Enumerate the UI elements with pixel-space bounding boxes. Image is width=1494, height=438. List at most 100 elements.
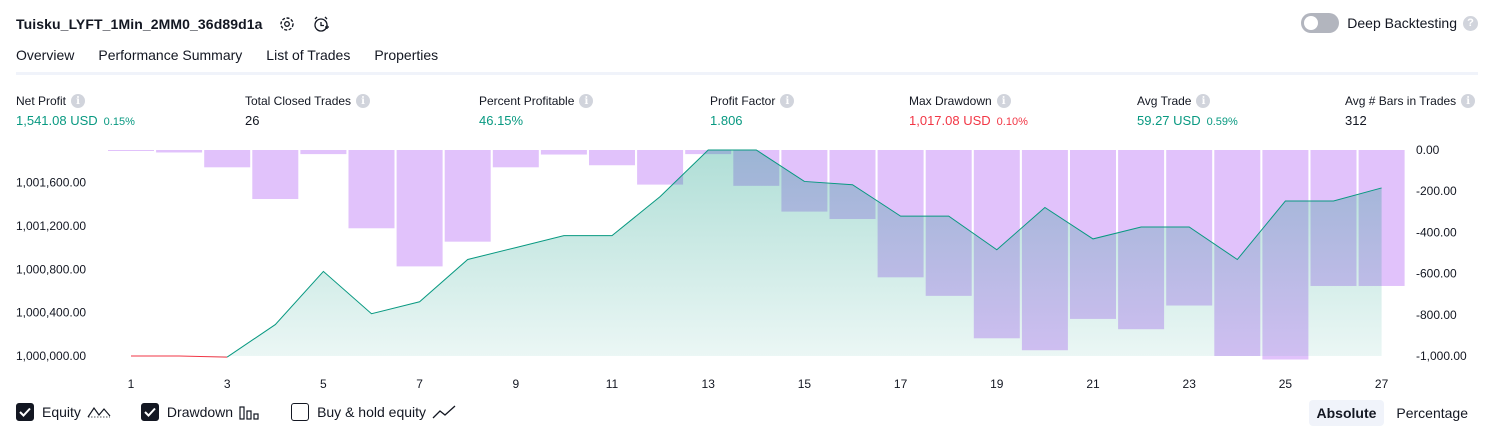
x-axis-tick: 19 xyxy=(990,377,1004,391)
right-axis-tick: -200.00 xyxy=(1416,184,1457,198)
metric-label: Net Profit xyxy=(16,94,67,108)
left-axis-tick: 1,000,800.00 xyxy=(16,262,86,276)
mode-switch: Absolute Percentage xyxy=(1305,400,1477,426)
left-axis-tick: 1,000,000.00 xyxy=(16,349,86,363)
legend-drawdown[interactable]: Drawdown xyxy=(140,403,261,421)
metric-label: Avg Trade xyxy=(1137,94,1192,108)
legend-label: Buy & hold equity xyxy=(317,404,427,420)
equity-series xyxy=(131,149,1382,358)
tab-label: List of Trades xyxy=(266,47,351,63)
metric-label: Avg # Bars in Trades xyxy=(1345,94,1457,108)
metric-label: Profit Factor xyxy=(710,94,776,108)
left-axis-tick: 1,000,400.00 xyxy=(16,306,86,320)
legend-buy-hold[interactable]: Buy & hold equity xyxy=(291,403,456,421)
toggle-knob xyxy=(1304,16,1319,30)
right-axis-tick: 0.00 xyxy=(1416,143,1440,157)
tab-list-of-trades[interactable]: List of Trades xyxy=(266,47,350,75)
metric-value: 46.15% xyxy=(479,113,524,128)
metric-value: 1,541.08 USD xyxy=(16,113,98,128)
equity-checkbox[interactable] xyxy=(16,403,34,421)
info-icon[interactable]: i xyxy=(1461,94,1476,108)
buy-hold-line-icon xyxy=(432,404,456,420)
drawdown-bar xyxy=(156,150,203,153)
deep-backtesting-toggle[interactable] xyxy=(1301,13,1340,33)
drawdown-bar xyxy=(252,150,299,200)
drawdown-checkbox[interactable] xyxy=(140,403,159,421)
absolute-button[interactable]: Absolute xyxy=(1308,400,1385,426)
right-axis-tick: -1,000.00 xyxy=(1416,349,1467,363)
alert-clock-icon[interactable] xyxy=(311,14,331,34)
equity-line-icon xyxy=(87,405,111,419)
metric-profit-factor: Profit Factor i 1.806 xyxy=(710,94,795,128)
info-icon[interactable]: i xyxy=(71,94,86,108)
metric-label: Max Drawdown xyxy=(909,94,992,108)
metric-avg-bars-in-trades: Avg # Bars in Trades i 312 xyxy=(1345,94,1476,128)
x-axis-tick: 21 xyxy=(1086,377,1100,391)
drawdown-bars-icon xyxy=(239,404,261,420)
tab-label: Performance Summary xyxy=(98,47,243,63)
right-axis-tick: -800.00 xyxy=(1416,308,1457,322)
metric-label: Percent Profitable xyxy=(479,94,575,108)
x-axis-tick: 7 xyxy=(416,377,423,391)
x-axis-tick: 27 xyxy=(1375,377,1389,391)
drawdown-bar xyxy=(444,150,491,242)
metric-value: 1.806 xyxy=(710,113,743,128)
tab-properties[interactable]: Properties xyxy=(374,47,438,75)
x-axis-tick: 5 xyxy=(320,377,327,391)
strategy-header: Tuisku_LYFT_1Min_2MM0_36d89d1a xyxy=(16,12,331,36)
right-axis: 0.00 -200.00 -400.00 -600.00 -800.00 -1,000.0… xyxy=(1416,143,1467,363)
metric-value: 312 xyxy=(1345,113,1367,128)
x-axis-tick: 25 xyxy=(1279,377,1293,391)
drawdown-bar xyxy=(396,150,443,267)
help-icon[interactable]: ? xyxy=(1463,15,1478,31)
metric-percent: 0.59% xyxy=(1206,116,1238,128)
strategy-title: Tuisku_LYFT_1Min_2MM0_36d89d1a xyxy=(16,16,263,32)
legend-label: Equity xyxy=(42,404,81,420)
tabs-divider xyxy=(16,72,1478,75)
x-axis-tick: 3 xyxy=(224,377,231,391)
info-icon[interactable]: i xyxy=(1196,94,1211,108)
x-axis-tick: 11 xyxy=(606,377,619,391)
metric-max-drawdown: Max Drawdown i 1,017.08 USD 0.10% xyxy=(909,94,1028,128)
metric-percent: 0.15% xyxy=(103,116,135,128)
buy-hold-checkbox[interactable] xyxy=(291,403,310,421)
legend-label: Drawdown xyxy=(166,404,234,420)
right-axis-tick: -400.00 xyxy=(1416,225,1457,239)
x-axis-tick: 13 xyxy=(702,377,716,391)
equity-line xyxy=(226,149,1382,358)
left-axis-tick: 1,001,200.00 xyxy=(16,219,86,233)
equity-line-negative xyxy=(131,355,228,358)
metric-avg-trade: Avg Trade i 59.27 USD 0.59% xyxy=(1137,94,1238,128)
tab-bar: Overview Performance Summary List of Tra… xyxy=(16,47,462,75)
metric-percent-profitable: Percent Profitable i 46.15% xyxy=(479,94,594,128)
tab-overview[interactable]: Overview xyxy=(16,47,75,75)
x-axis-tick: 1 xyxy=(128,377,135,391)
info-icon[interactable]: i xyxy=(356,94,371,108)
info-icon[interactable]: i xyxy=(780,94,795,108)
legend-equity[interactable]: Equity xyxy=(16,403,111,421)
equity-drawdown-chart[interactable]: 1,000,000.00 1,000,400.00 1,000,800.00 1,00… xyxy=(0,140,1494,395)
right-axis-tick: -600.00 xyxy=(1416,267,1457,281)
settings-gear-icon[interactable] xyxy=(277,14,297,34)
info-icon[interactable]: i xyxy=(996,94,1011,108)
percentage-button[interactable]: Percentage xyxy=(1396,405,1468,421)
x-axis-tick: 23 xyxy=(1183,377,1197,391)
metric-value: 1,017.08 USD xyxy=(909,113,991,128)
x-axis-tick: 17 xyxy=(894,377,908,391)
metric-total-closed-trades: Total Closed Trades i 26 xyxy=(245,94,371,128)
drawdown-bar xyxy=(589,150,635,166)
drawdown-bar xyxy=(300,150,347,155)
info-icon[interactable]: i xyxy=(579,94,594,108)
tab-performance-summary[interactable]: Performance Summary xyxy=(98,47,242,75)
left-axis-tick: 1,001,600.00 xyxy=(16,176,86,190)
tab-label: Overview xyxy=(16,47,75,63)
tab-label: Properties xyxy=(374,47,439,63)
drawdown-bar xyxy=(637,150,684,185)
metric-value: 59.27 USD xyxy=(1137,113,1201,128)
deep-backtesting-label: Deep Backtesting xyxy=(1347,15,1457,31)
metric-label: Total Closed Trades xyxy=(245,94,352,108)
x-axis: 1 3 5 7 9 11 13 15 17 19 21 23 25 27 xyxy=(128,377,1389,391)
drawdown-bar xyxy=(540,150,587,155)
metric-net-profit: Net Profit i 1,541.08 USD 0.15% xyxy=(16,94,135,128)
left-axis: 1,000,000.00 1,000,400.00 1,000,800.00 1,00… xyxy=(16,176,86,363)
